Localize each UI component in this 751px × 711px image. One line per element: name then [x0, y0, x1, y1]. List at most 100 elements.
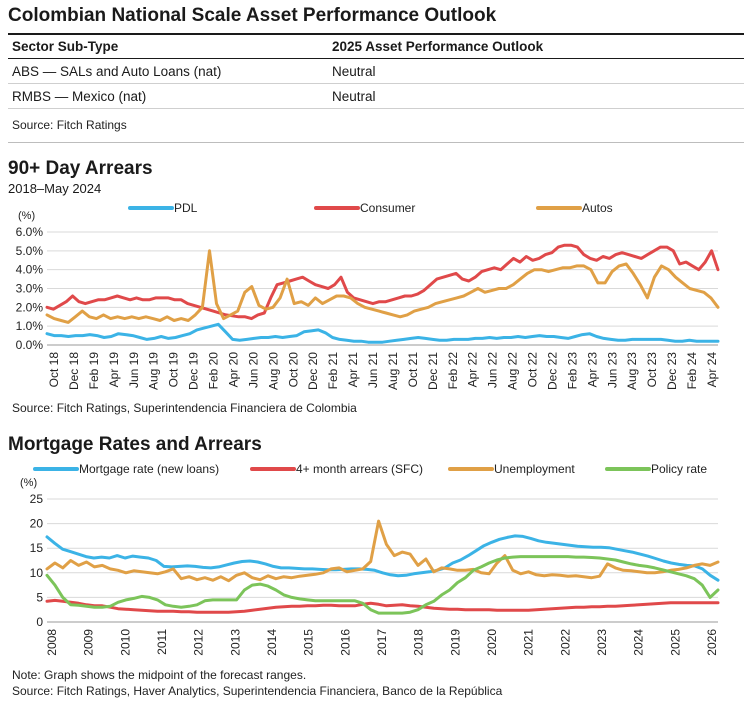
y-axis-label: (%): [18, 210, 35, 222]
x-tick-label: 2021: [522, 629, 536, 656]
x-tick-label: Oct 20: [286, 352, 300, 388]
y-axis-label: (%): [20, 477, 37, 489]
x-tick-label: Jun 21: [366, 352, 380, 388]
x-tick-label: Apr 20: [226, 352, 240, 388]
x-tick-label: 2014: [265, 629, 279, 656]
x-tick-label: Jun 19: [127, 352, 141, 388]
header-outlook: 2025 Asset Performance Outlook: [328, 34, 744, 59]
x-tick-label: Oct 21: [406, 352, 420, 388]
x-tick-label: 2016: [338, 629, 352, 656]
y-tick-label: 0: [36, 615, 43, 629]
y-tick-label: 0.0%: [16, 338, 44, 352]
x-tick-label: Oct 23: [645, 352, 659, 388]
x-tick-label: 2011: [155, 629, 169, 655]
x-tick-label: Oct 22: [526, 352, 540, 388]
outlook-title: Colombian National Scale Asset Performan…: [8, 5, 497, 26]
x-tick-label: 2020: [485, 629, 499, 656]
row-sector: RMBS — Mexico (nat): [8, 83, 328, 109]
x-tick-label: Feb 19: [87, 352, 101, 390]
x-tick-label: 2019: [448, 629, 462, 656]
x-tick-label: Feb 22: [446, 352, 460, 390]
x-tick-label: Apr 24: [705, 352, 719, 388]
x-tick-label: 2017: [375, 629, 389, 656]
table-row: ABS — SALs and Auto Loans (nat) Neutral: [8, 58, 744, 84]
x-tick-label: Dec 20: [306, 352, 320, 390]
y-tick-label: 6.0%: [16, 225, 44, 239]
x-tick-label: 2010: [118, 629, 132, 656]
x-tick-label: 2025: [668, 629, 682, 656]
header-sector: Sector Sub-Type: [8, 34, 328, 59]
x-tick-label: 2026: [705, 629, 719, 656]
row-outlook: Neutral: [328, 58, 744, 84]
legend-label: 4+ month arrears (SFC): [296, 462, 423, 476]
x-tick-label: Feb 21: [326, 352, 340, 390]
x-tick-label: Feb 24: [685, 352, 699, 390]
x-tick-label: Apr 19: [107, 352, 121, 388]
y-tick-label: 25: [30, 492, 44, 506]
x-tick-label: 2023: [595, 629, 609, 656]
y-tick-label: 1.0%: [16, 319, 44, 333]
x-tick-label: 2022: [558, 629, 572, 656]
mortgage-note: Note: Graph shows the midpoint of the fo…: [12, 668, 307, 682]
legend-label: PDL: [174, 201, 198, 215]
x-tick-label: Oct 18: [47, 352, 61, 388]
x-tick-label: 2008: [45, 629, 59, 656]
legend-label: Autos: [582, 201, 613, 215]
x-tick-label: Dec 23: [665, 352, 679, 390]
y-tick-label: 4.0%: [16, 263, 44, 277]
x-tick-label: Jun 22: [486, 352, 500, 388]
arrears-title: 90+ Day Arrears: [8, 158, 153, 179]
x-tick-label: Dec 19: [187, 352, 201, 390]
arrears-chart: (%) 0.0% 1.0% 2.0% 3.0% 4.0% 5.0% 6.0% Oct 18 Dec…: [16, 201, 720, 390]
row-sector: ABS — SALs and Auto Loans (nat): [8, 58, 328, 84]
outlook-table: Sector Sub-Type 2025 Asset Performance O…: [8, 34, 744, 109]
x-tick-label: Aug 23: [625, 352, 639, 390]
x-tick-label: Dec 18: [67, 352, 81, 390]
legend-label: Unemployment: [494, 462, 575, 476]
row-outlook: Neutral: [328, 83, 744, 109]
x-tick-label: 2013: [228, 629, 242, 656]
x-tick-label: 2015: [302, 629, 316, 656]
x-tick-label: Feb 23: [565, 352, 579, 390]
series-line-consumer: [45, 243, 720, 321]
y-tick-label: 10: [30, 566, 44, 580]
x-tick-label: Apr 21: [346, 352, 360, 388]
series-line-pdl: [45, 322, 720, 344]
arrears-source: Source: Fitch Ratings, Superintendencia …: [12, 401, 357, 415]
legend-label: Mortgage rate (new loans): [79, 462, 219, 476]
series-line-4-month-arrears-sfc: [45, 598, 720, 614]
x-tick-label: Apr 22: [466, 352, 480, 388]
series-line-mortgage-rate-new-loans: [45, 534, 720, 582]
legend-label: Consumer: [360, 201, 415, 215]
table-row: RMBS — Mexico (nat) Neutral: [8, 83, 744, 109]
mortgage-title: Mortgage Rates and Arrears: [8, 434, 262, 455]
x-tick-label: Aug 20: [266, 352, 280, 390]
outlook-source: Source: Fitch Ratings: [12, 118, 127, 132]
x-tick-label: 2018: [412, 629, 426, 656]
series-line-autos: [45, 249, 720, 324]
legend-label: Policy rate: [651, 462, 707, 476]
y-tick-label: 20: [30, 517, 44, 531]
arrears-subtitle: 2018–May 2024: [8, 181, 102, 196]
x-tick-label: Apr 23: [585, 352, 599, 388]
x-tick-label: 2024: [632, 629, 646, 656]
mortgage-source: Source: Fitch Ratings, Haver Analytics, …: [12, 684, 503, 698]
x-tick-label: Jun 20: [246, 352, 260, 388]
x-tick-label: Jun 23: [605, 352, 619, 388]
x-tick-label: Dec 22: [545, 352, 559, 390]
y-tick-label: 15: [30, 541, 44, 555]
x-tick-label: Dec 21: [426, 352, 440, 390]
section-divider: [8, 142, 744, 143]
y-tick-label: 5: [36, 590, 43, 604]
series-line-unemployment: [45, 519, 720, 583]
table-header-row: Sector Sub-Type 2025 Asset Performance O…: [8, 34, 744, 59]
y-tick-label: 5.0%: [16, 244, 44, 258]
x-tick-label: 2009: [82, 629, 96, 656]
x-tick-label: 2012: [192, 629, 206, 656]
y-tick-label: 2.0%: [16, 300, 44, 314]
series-line-policy-rate: [45, 555, 720, 615]
x-tick-label: Oct 19: [167, 352, 181, 388]
x-tick-label: Aug 19: [147, 352, 161, 390]
x-tick-label: Aug 21: [386, 352, 400, 390]
